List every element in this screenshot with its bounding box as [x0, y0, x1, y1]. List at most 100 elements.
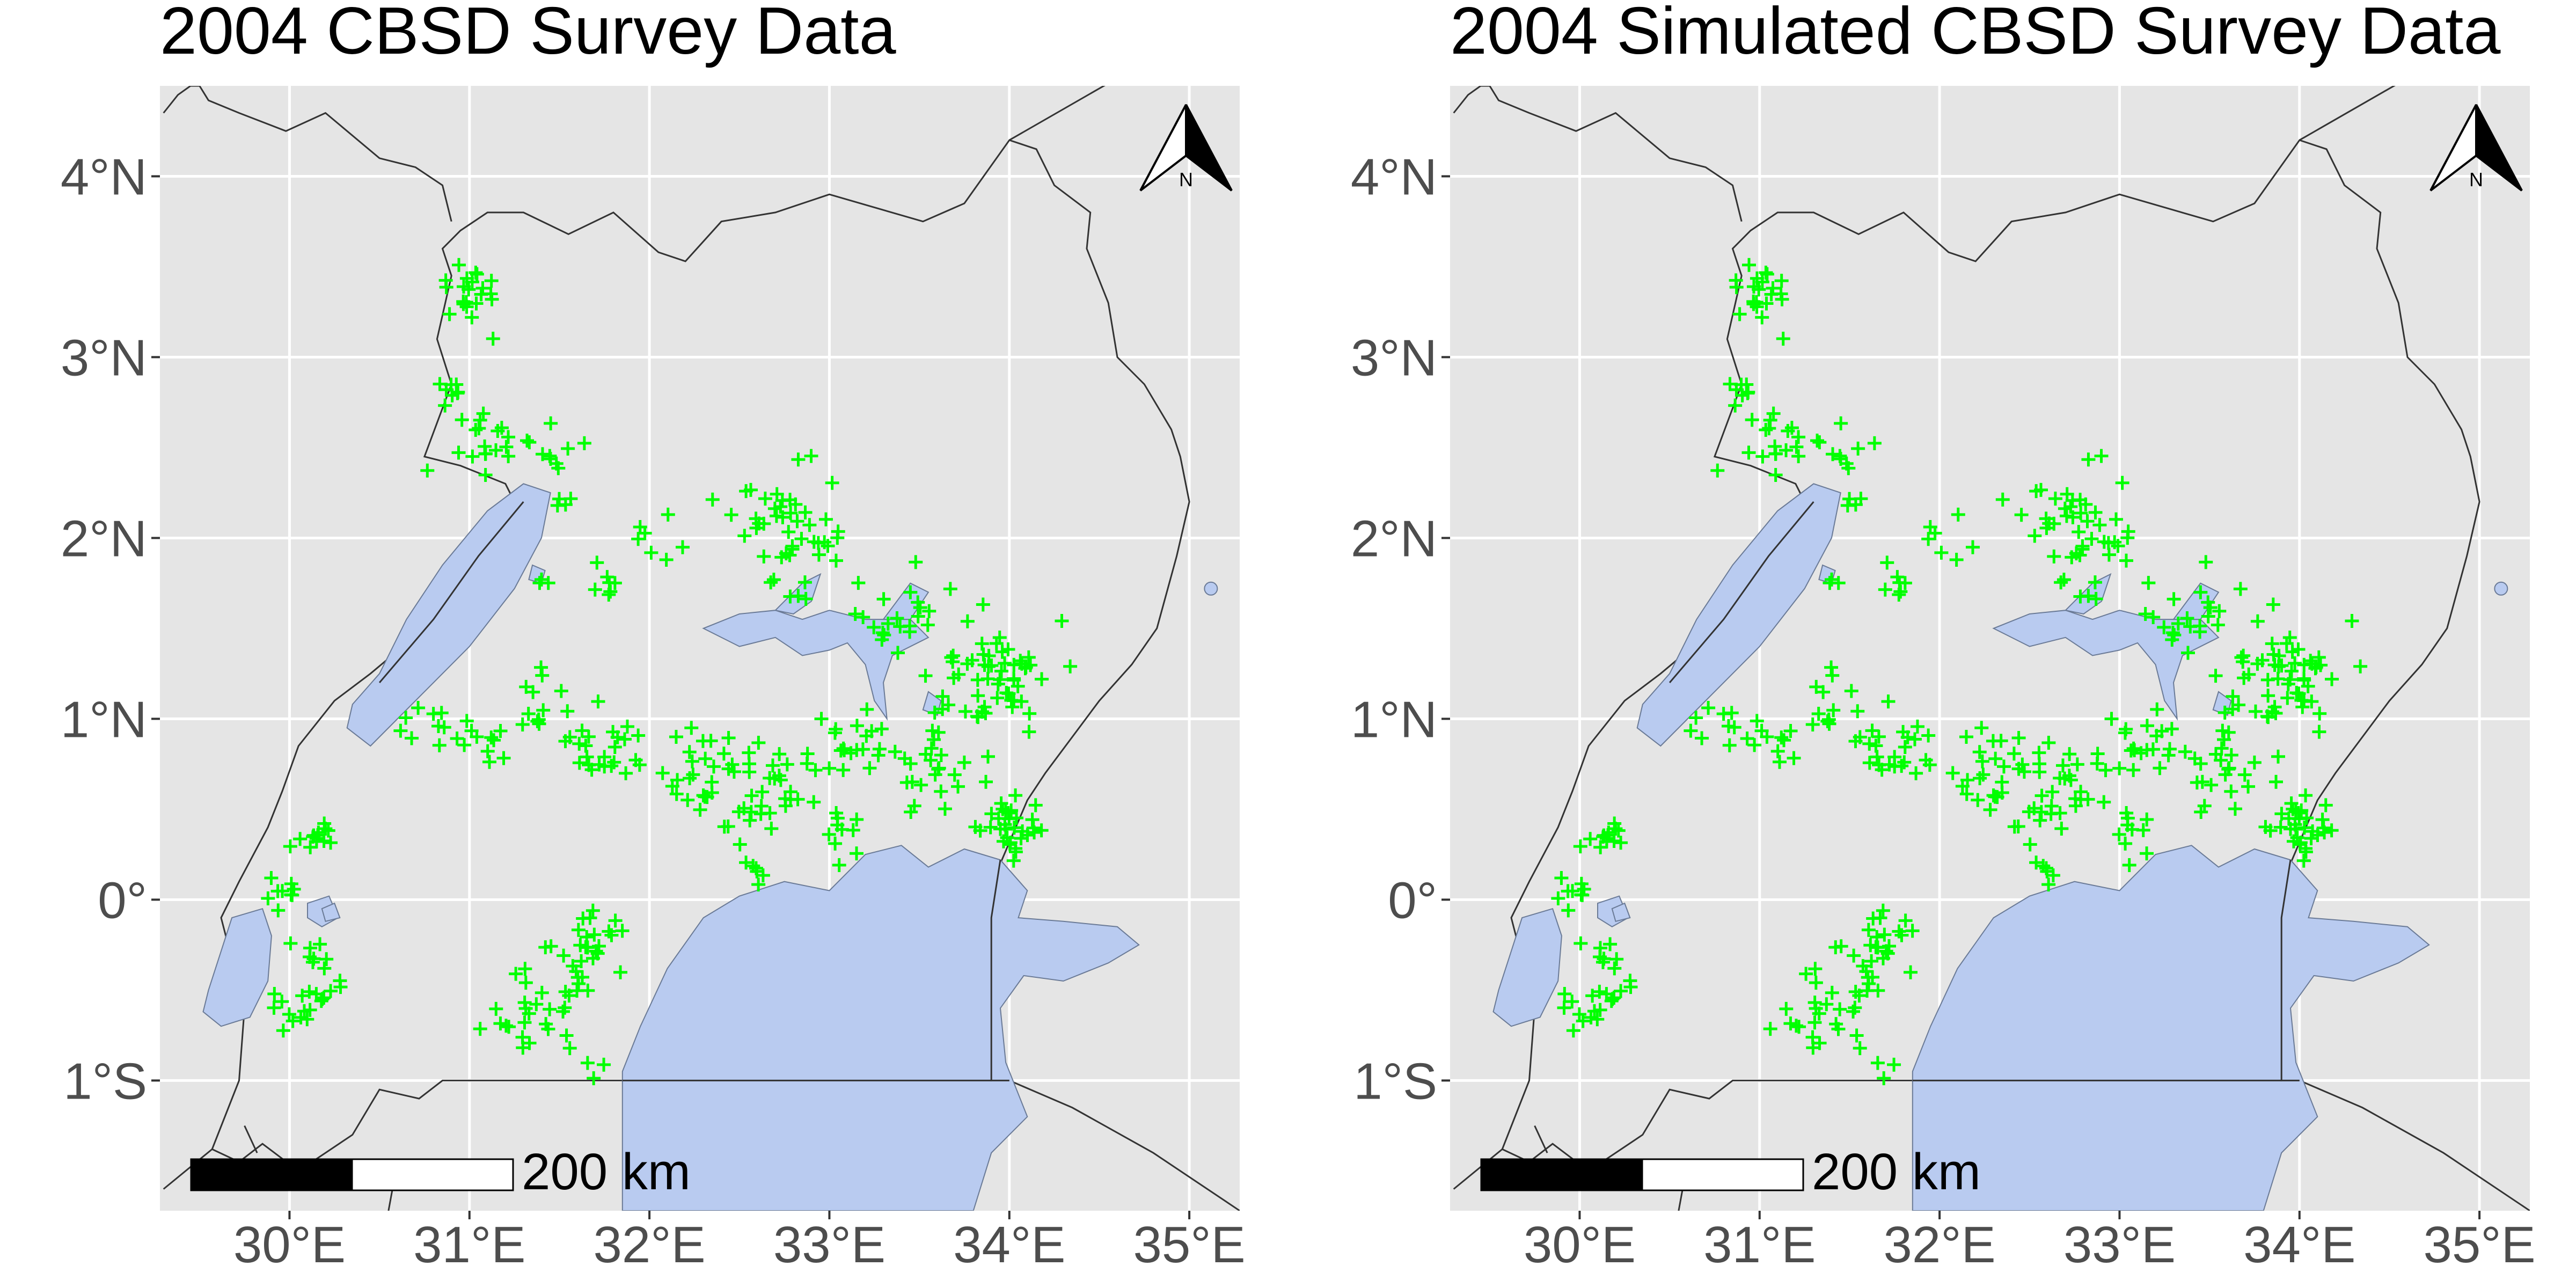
survey-point — [1898, 576, 1912, 590]
map-panel-observed: 2004 CBSD Survey Data N 200 km 30°E 31°E 32°E… — [61, 0, 1246, 1274]
survey-point — [1791, 430, 1806, 444]
survey-point — [1995, 775, 2009, 789]
survey-point — [2180, 611, 2194, 626]
survey-point — [2269, 774, 2284, 789]
survey-point — [267, 986, 282, 1001]
survey-point — [867, 620, 881, 634]
survey-point — [1810, 433, 1825, 448]
survey-point — [1898, 913, 1913, 928]
survey-point — [1921, 728, 1936, 743]
survey-point — [1055, 614, 1069, 628]
survey-point — [1865, 723, 1879, 738]
survey-point — [2146, 742, 2160, 757]
country-border — [1453, 86, 1743, 222]
survey-point — [2149, 729, 2164, 743]
survey-point — [2089, 592, 2103, 606]
survey-point — [2297, 671, 2311, 686]
survey-point — [271, 903, 286, 918]
survey-point — [1870, 750, 1884, 764]
survey-point — [1959, 787, 1974, 801]
survey-point — [850, 719, 864, 733]
survey-point — [1063, 659, 1078, 674]
survey-point — [2054, 575, 2068, 590]
survey-point — [1826, 447, 1840, 462]
survey-point — [591, 694, 605, 709]
survey-point — [808, 763, 823, 778]
survey-point — [1833, 449, 1847, 463]
survey-point — [994, 664, 1008, 678]
survey-point — [285, 888, 299, 902]
survey-point — [744, 788, 759, 803]
survey-point — [2178, 744, 2192, 759]
survey-point — [2226, 689, 2240, 704]
survey-point — [2233, 582, 2248, 596]
survey-point — [989, 636, 1004, 651]
survey-point — [2345, 614, 2359, 628]
survey-point — [1812, 435, 1827, 450]
country-border — [2299, 1080, 2530, 1211]
survey-point — [1759, 266, 1773, 280]
survey-point — [2118, 836, 2133, 851]
survey-point — [1881, 694, 1896, 709]
survey-point — [922, 604, 936, 618]
survey-point — [856, 610, 870, 624]
survey-point — [300, 1012, 314, 1027]
survey-point — [2034, 482, 2048, 497]
lake-edward — [202, 908, 272, 1027]
survey-point — [2098, 763, 2113, 778]
survey-point — [798, 505, 813, 519]
survey-point — [957, 755, 971, 770]
survey-point — [2292, 811, 2307, 826]
survey-point — [778, 792, 793, 806]
survey-point — [705, 775, 719, 789]
survey-point — [522, 1006, 536, 1021]
survey-point — [1779, 1001, 1794, 1016]
survey-point — [496, 751, 511, 765]
survey-point — [2258, 819, 2273, 834]
survey-point — [2241, 779, 2256, 794]
survey-point — [785, 539, 800, 553]
survey-point — [2048, 492, 2062, 506]
survey-point — [737, 801, 751, 816]
y-tick-label: 3°N — [61, 329, 147, 386]
axis-ticks: 30°E 31°E 32°E 33°E 34°E 35°E 4°N 3°N 2°N 1°N 0° 1°… — [61, 148, 1246, 1274]
survey-point — [2297, 657, 2311, 672]
survey-point — [2126, 763, 2141, 777]
survey-point — [996, 802, 1010, 816]
survey-point — [275, 994, 289, 1009]
survey-point — [2109, 512, 2123, 526]
survey-point — [531, 712, 546, 727]
survey-point — [560, 704, 575, 719]
survey-point — [577, 436, 591, 450]
survey-point — [439, 280, 453, 295]
survey-point — [517, 1015, 532, 1030]
survey-point — [2112, 827, 2126, 841]
survey-point — [2070, 757, 2084, 772]
survey-point — [1759, 422, 1773, 437]
survey-point — [1887, 759, 1902, 774]
survey-point — [934, 748, 948, 762]
y-tick-label: 1°S — [63, 1052, 147, 1110]
survey-point — [990, 691, 1005, 705]
survey-point — [704, 734, 718, 748]
survey-point — [2194, 804, 2208, 819]
survey-point — [685, 754, 699, 769]
survey-point — [1922, 758, 1937, 772]
survey-point — [1807, 996, 1822, 1010]
survey-point — [968, 819, 983, 834]
country-border — [2280, 860, 2300, 1081]
survey-point — [750, 864, 764, 879]
survey-point — [2217, 733, 2231, 747]
survey-point — [432, 738, 447, 752]
survey-point — [875, 632, 889, 647]
survey-point — [597, 759, 612, 774]
survey-point — [1988, 789, 2002, 804]
survey-point — [749, 511, 763, 526]
survey-point — [848, 607, 862, 621]
survey-point — [999, 686, 1014, 700]
survey-point — [1716, 707, 1731, 721]
survey-point — [1983, 802, 1997, 817]
survey-point — [686, 767, 700, 782]
survey-point — [1777, 733, 1791, 748]
survey-point — [1742, 258, 1756, 272]
